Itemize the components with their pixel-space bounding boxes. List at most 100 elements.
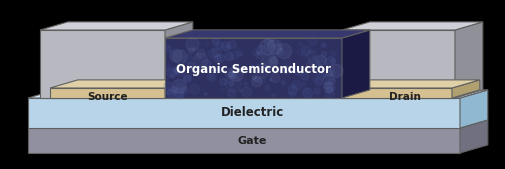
Circle shape — [331, 59, 335, 63]
Circle shape — [228, 41, 236, 49]
Circle shape — [273, 53, 278, 57]
Circle shape — [243, 82, 247, 86]
Circle shape — [301, 46, 310, 55]
Circle shape — [227, 89, 235, 97]
Circle shape — [331, 86, 335, 90]
Circle shape — [256, 63, 258, 65]
Circle shape — [276, 43, 279, 46]
Circle shape — [315, 78, 322, 85]
Circle shape — [211, 48, 221, 57]
Circle shape — [317, 71, 325, 80]
Circle shape — [281, 57, 291, 66]
Circle shape — [326, 87, 332, 93]
Circle shape — [188, 48, 194, 53]
Circle shape — [271, 94, 274, 97]
Circle shape — [238, 89, 241, 92]
Circle shape — [257, 52, 260, 55]
Circle shape — [170, 73, 174, 78]
Circle shape — [183, 54, 192, 64]
Circle shape — [196, 49, 205, 58]
Circle shape — [251, 77, 262, 87]
Circle shape — [327, 69, 334, 76]
Circle shape — [221, 42, 230, 51]
Circle shape — [267, 40, 282, 54]
Circle shape — [182, 77, 184, 80]
Circle shape — [227, 72, 234, 79]
Circle shape — [308, 37, 317, 46]
Circle shape — [259, 39, 275, 55]
Circle shape — [185, 38, 198, 51]
Polygon shape — [28, 128, 459, 153]
Circle shape — [231, 73, 236, 79]
Circle shape — [250, 65, 253, 68]
Circle shape — [301, 52, 307, 58]
Circle shape — [219, 88, 225, 93]
Circle shape — [258, 76, 265, 84]
Circle shape — [187, 67, 189, 69]
Circle shape — [268, 57, 277, 66]
Circle shape — [323, 83, 333, 92]
Polygon shape — [341, 30, 369, 98]
Circle shape — [173, 88, 183, 98]
Circle shape — [309, 50, 312, 54]
Circle shape — [202, 60, 210, 68]
Circle shape — [318, 56, 323, 61]
Circle shape — [330, 51, 336, 57]
Circle shape — [229, 67, 243, 81]
Circle shape — [261, 54, 277, 70]
Circle shape — [254, 77, 259, 82]
Circle shape — [269, 79, 272, 81]
Circle shape — [302, 88, 312, 98]
Circle shape — [217, 67, 222, 72]
Circle shape — [252, 67, 258, 72]
Circle shape — [313, 88, 320, 94]
Circle shape — [312, 56, 315, 59]
Circle shape — [311, 60, 319, 68]
Polygon shape — [28, 120, 487, 128]
Circle shape — [165, 66, 171, 71]
Text: Dielectric: Dielectric — [220, 106, 283, 119]
Polygon shape — [28, 98, 459, 128]
Circle shape — [214, 69, 217, 72]
Circle shape — [214, 55, 221, 62]
Polygon shape — [454, 22, 482, 98]
Circle shape — [225, 52, 233, 61]
Circle shape — [266, 39, 272, 46]
Circle shape — [209, 75, 214, 79]
Circle shape — [183, 76, 190, 82]
Circle shape — [217, 54, 224, 62]
Circle shape — [215, 72, 217, 74]
Circle shape — [175, 82, 183, 90]
Circle shape — [281, 81, 285, 85]
Circle shape — [325, 76, 332, 82]
Circle shape — [270, 39, 273, 42]
Circle shape — [255, 64, 269, 78]
Circle shape — [324, 57, 334, 66]
Circle shape — [171, 87, 177, 93]
Circle shape — [255, 52, 262, 59]
Polygon shape — [50, 88, 165, 98]
Polygon shape — [40, 30, 165, 98]
Polygon shape — [459, 120, 487, 153]
Circle shape — [272, 44, 275, 47]
Polygon shape — [341, 22, 482, 30]
Circle shape — [175, 91, 184, 99]
Circle shape — [172, 67, 179, 73]
Circle shape — [264, 39, 269, 45]
Circle shape — [229, 81, 233, 86]
Circle shape — [181, 88, 187, 94]
Circle shape — [199, 42, 202, 45]
Polygon shape — [40, 22, 192, 30]
Circle shape — [307, 51, 316, 60]
Circle shape — [175, 66, 184, 76]
Circle shape — [172, 79, 186, 93]
Circle shape — [170, 69, 177, 77]
Circle shape — [270, 58, 275, 64]
Circle shape — [251, 75, 256, 80]
Circle shape — [236, 48, 239, 51]
Circle shape — [228, 72, 234, 78]
Circle shape — [173, 50, 187, 64]
Circle shape — [329, 64, 342, 77]
Circle shape — [187, 63, 196, 72]
Text: Gate: Gate — [237, 136, 267, 146]
